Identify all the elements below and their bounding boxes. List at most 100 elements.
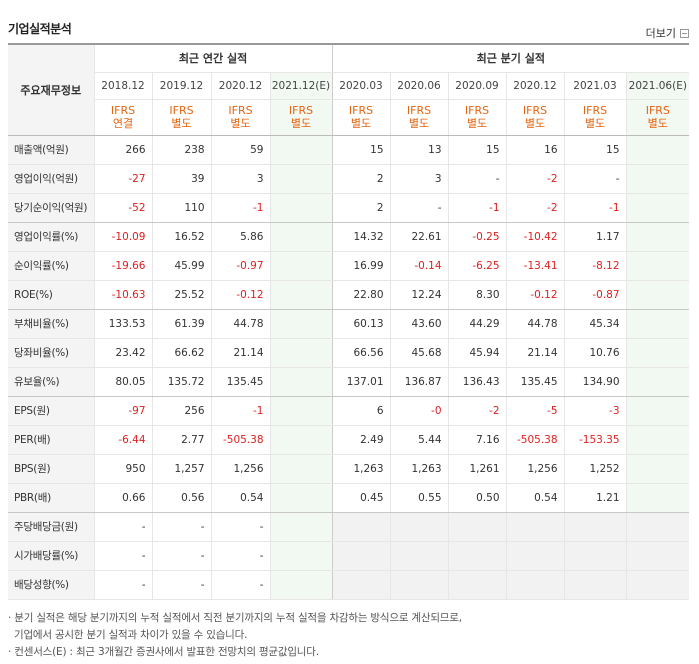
table-cell: 0.50 xyxy=(447,483,507,513)
report-type-header: IFRS 별도 xyxy=(389,99,449,136)
row-label: 순이익률(%) xyxy=(8,251,94,281)
table-cell: 238 xyxy=(151,135,211,165)
table-cell: - xyxy=(151,541,211,571)
table-cell: 1,256 xyxy=(210,454,270,484)
table-cell: 0.45 xyxy=(331,483,391,513)
table-row: ROE(%) -10.63 25.52 -0.12 22.80 12.24 8.30 -0.1… xyxy=(8,280,690,310)
row-label: 시가배당률(%) xyxy=(8,541,94,571)
table-cell: 45.94 xyxy=(447,338,507,368)
table-cell: 3 xyxy=(389,164,449,194)
table-cell: 1,261 xyxy=(447,454,507,484)
table-cell: -10.63 xyxy=(93,280,152,310)
table-cell: 12.24 xyxy=(389,280,449,310)
table-cell xyxy=(625,541,690,571)
table-cell xyxy=(625,280,690,310)
period-header: 2020.09 xyxy=(447,72,507,100)
table-cell: 2.49 xyxy=(331,425,391,455)
table-cell xyxy=(447,570,507,600)
period-header: 2018.12 xyxy=(93,72,152,100)
row-label: 매출액(억원) xyxy=(8,135,94,165)
table-cell: 25.52 xyxy=(151,280,211,310)
table-cell: -52 xyxy=(93,193,152,223)
table-cell: 61.39 xyxy=(151,309,211,339)
table-cell: 1,257 xyxy=(151,454,211,484)
table-cell: - xyxy=(389,193,449,223)
table-cell: -0.25 xyxy=(447,222,507,252)
table-cell xyxy=(625,309,690,339)
table-cell: 10.76 xyxy=(563,338,627,368)
table-row: 영업이익(억원) -27 39 3 2 3- -2- xyxy=(8,164,690,194)
more-label: 더보기 xyxy=(645,27,676,40)
table-row: 당기순이익(억원) -52 110 -1 2- -1 -2 -1 xyxy=(8,193,690,223)
table-cell: 1.17 xyxy=(563,222,627,252)
table-cell xyxy=(505,512,565,542)
table-cell xyxy=(625,193,690,223)
table-cell xyxy=(331,570,391,600)
table-cell: - xyxy=(210,541,270,571)
table-cell xyxy=(269,222,333,252)
table-row: 부채비율(%) 133.53 61.39 44.78 60.13 43.60 44.29 44… xyxy=(8,309,690,339)
table-cell xyxy=(269,164,333,194)
table-row: 순이익률(%) -19.66 45.99 -0.97 16.99 -0.14 -6.25 -1… xyxy=(8,251,690,281)
table-cell xyxy=(269,338,333,368)
table-cell: 39 xyxy=(151,164,211,194)
table-cell xyxy=(625,512,690,542)
table-cell: 23.42 xyxy=(93,338,152,368)
table-cell: 0.55 xyxy=(389,483,449,513)
table-cell: -10.09 xyxy=(93,222,152,252)
row-label: ROE(%) xyxy=(8,280,94,310)
row-label: 배당성향(%) xyxy=(8,570,94,600)
period-header: 2020.12 xyxy=(210,72,270,100)
table-cell: 1.21 xyxy=(563,483,627,513)
row-label-header: 주요재무정보 xyxy=(8,43,94,136)
table-cell: - xyxy=(93,541,152,571)
table-cell: 45.99 xyxy=(151,251,211,281)
table-cell: -0.14 xyxy=(389,251,449,281)
note-line-3: 컨센서스(E) : 최근 3개월간 증권사에서 발표한 전망치의 평균값입니다. xyxy=(14,646,319,658)
table-cell xyxy=(269,541,333,571)
period-header: 2021.03 xyxy=(563,72,627,100)
table-cell: -6.25 xyxy=(447,251,507,281)
table-cell: 14.32 xyxy=(331,222,391,252)
table-row: 유보율(%) 80.05 135.72 135.45 137.01 136.87 136.4… xyxy=(8,367,690,397)
table-cell: -27 xyxy=(93,164,152,194)
report-type-header: IFRS 별도 xyxy=(505,99,565,136)
table-cell: 21.14 xyxy=(210,338,270,368)
table-cell xyxy=(331,541,391,571)
table-cell: -6.44 xyxy=(93,425,152,455)
table-cell: -505.38 xyxy=(210,425,270,455)
table-cell: 110 xyxy=(151,193,211,223)
table-cell: -0.12 xyxy=(210,280,270,310)
table-cell: - xyxy=(447,164,507,194)
table-cell: - xyxy=(210,570,270,600)
table-cell: 1,263 xyxy=(389,454,449,484)
table-cell xyxy=(389,512,449,542)
table-cell: 80.05 xyxy=(93,367,152,397)
table-cell xyxy=(269,193,333,223)
table-cell: -8.12 xyxy=(563,251,627,281)
table-cell: -19.66 xyxy=(93,251,152,281)
table-cell xyxy=(269,135,333,165)
row-label: 당기순이익(억원) xyxy=(8,193,94,223)
table-cell xyxy=(563,541,627,571)
table-cell: -0.87 xyxy=(563,280,627,310)
table-cell xyxy=(625,570,690,600)
table-cell: 0.54 xyxy=(210,483,270,513)
table-cell: 7.16 xyxy=(447,425,507,455)
table-cell: - xyxy=(210,512,270,542)
period-header: 2019.12 xyxy=(151,72,211,100)
table-cell xyxy=(269,367,333,397)
more-button[interactable]: 더보기 xyxy=(646,25,689,41)
table-cell: -3 xyxy=(563,396,627,426)
row-label: 영업이익(억원) xyxy=(8,164,94,194)
table-cell xyxy=(269,570,333,600)
table-cell: 15 xyxy=(563,135,627,165)
row-label: 당좌비율(%) xyxy=(8,338,94,368)
table-row: EPS(원) -97 256 -1 6 -0 -2 -5 -3 xyxy=(8,396,690,426)
table-cell: 59 xyxy=(210,135,270,165)
note-line-1: 분기 실적은 해당 분기까지의 누적 실적에서 직전 분기까지의 누적 실적을 … xyxy=(14,612,462,624)
table-cell: 136.87 xyxy=(389,367,449,397)
table-cell: 8.30 xyxy=(447,280,507,310)
table-cell: 256 xyxy=(151,396,211,426)
table-cell xyxy=(269,483,333,513)
